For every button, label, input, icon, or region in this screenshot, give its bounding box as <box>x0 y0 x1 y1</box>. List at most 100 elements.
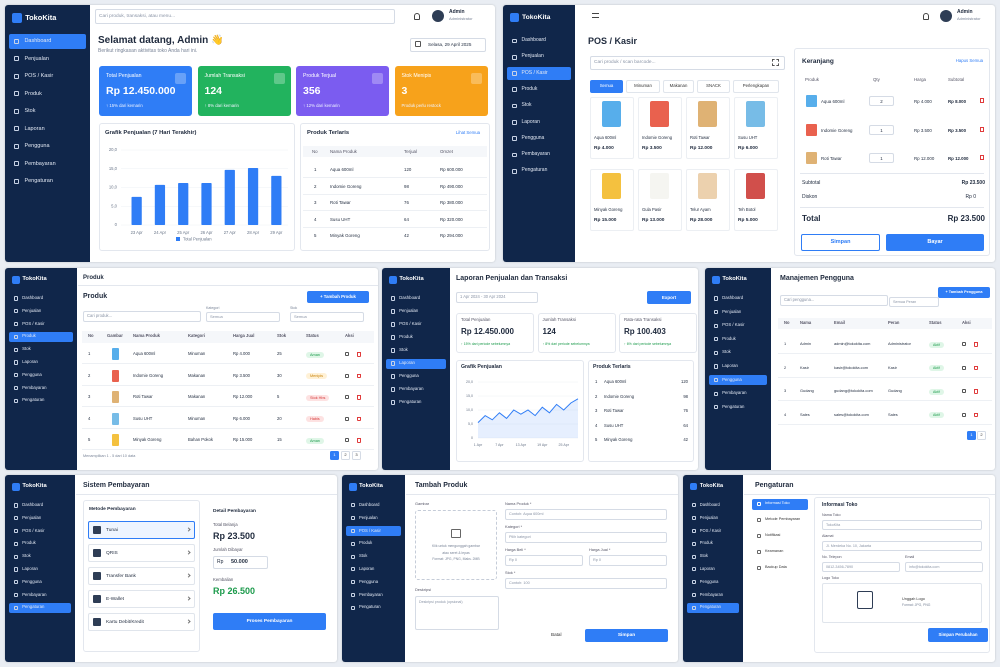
product-card[interactable] <box>590 97 634 159</box>
button-label[interactable]: Simpan Perubahan <box>938 631 978 637</box>
menu-item[interactable]: Pengguna <box>521 134 545 141</box>
menu-item[interactable]: Stok <box>22 553 31 559</box>
menu-item[interactable]: Pembayaran <box>521 151 550 158</box>
menu-item[interactable]: Pengguna <box>399 373 419 378</box>
method-label[interactable]: Tunai <box>106 527 118 533</box>
delete-icon[interactable] <box>974 412 978 417</box>
delete-icon[interactable] <box>357 438 361 443</box>
menu-item[interactable]: POS / Kasir <box>699 527 722 533</box>
settings-tab[interactable]: Backup Data <box>765 565 787 569</box>
menu-item[interactable]: Produk <box>722 335 736 341</box>
menu-item[interactable]: Pengguna <box>722 376 742 382</box>
page-button[interactable] <box>330 451 339 460</box>
input[interactable] <box>95 9 395 24</box>
menu-item[interactable]: Pengaturan <box>399 399 422 404</box>
clear-cart[interactable]: Hapus Semua <box>955 58 983 63</box>
qty-box[interactable] <box>869 124 894 135</box>
product-card[interactable] <box>590 169 634 231</box>
method-option[interactable] <box>88 590 195 608</box>
paid-input[interactable] <box>213 556 268 569</box>
menu-item[interactable]: Produk <box>22 540 36 546</box>
input[interactable] <box>780 295 888 306</box>
delete-icon[interactable] <box>974 342 978 347</box>
menu-item[interactable]: Produk <box>24 90 42 97</box>
menu-item[interactable]: Stok <box>722 349 731 355</box>
input[interactable] <box>589 555 667 566</box>
menu-item[interactable]: Pengguna <box>699 578 719 584</box>
page-button[interactable] <box>341 451 350 460</box>
menu-item[interactable]: Stok <box>699 553 708 559</box>
page-number[interactable]: 2 <box>980 432 983 437</box>
category-tab-label[interactable]: SNACK <box>706 82 721 88</box>
button[interactable] <box>938 287 990 298</box>
menu-item[interactable]: Laporan <box>722 363 738 368</box>
method-label[interactable]: QRIS <box>106 550 118 556</box>
input[interactable] <box>505 578 667 589</box>
menu-item[interactable]: Penjualan <box>358 514 378 520</box>
delete-icon[interactable] <box>357 352 361 357</box>
button[interactable] <box>928 628 988 642</box>
delete-icon[interactable] <box>980 126 984 132</box>
button-label[interactable]: + Tambah Produk <box>320 293 356 299</box>
category-tab[interactable] <box>697 80 730 93</box>
delete-icon[interactable] <box>980 98 984 103</box>
method-option[interactable] <box>88 567 195 585</box>
category-tab-label[interactable]: Semua <box>599 82 614 88</box>
menu-item[interactable]: Pengaturan <box>722 403 745 409</box>
input[interactable] <box>206 312 280 322</box>
menu-item[interactable]: POS / Kasir <box>722 322 745 328</box>
category-tab[interactable] <box>626 80 660 93</box>
menu-item[interactable]: Stok <box>358 553 368 559</box>
menu-item[interactable]: Pengguna <box>24 143 50 149</box>
menu-item[interactable]: Pengaturan <box>22 604 45 610</box>
button[interactable] <box>585 629 668 642</box>
category-tab-label[interactable]: Minuman <box>634 82 652 88</box>
logo-upload[interactable]: Unggah Logo <box>902 597 925 601</box>
page-number[interactable]: 1 <box>970 432 973 437</box>
category-tab[interactable] <box>590 80 623 93</box>
delete-icon[interactable] <box>974 389 978 394</box>
menu-item[interactable]: POS / Kasir <box>22 320 45 326</box>
menu-item[interactable]: Dashboard <box>399 295 421 300</box>
menu-item[interactable]: Produk <box>22 333 36 339</box>
menu-item[interactable]: Penjualan <box>22 514 42 520</box>
settings-tab[interactable]: Keamanan <box>765 549 784 553</box>
button[interactable] <box>647 291 691 304</box>
input[interactable] <box>505 509 667 520</box>
product-card[interactable] <box>734 169 778 231</box>
menu-item[interactable]: Dashboard <box>22 295 44 300</box>
menu-item[interactable]: Pengaturan <box>22 397 45 403</box>
input[interactable] <box>905 562 983 572</box>
menu-item[interactable]: Dashboard <box>722 295 744 300</box>
button[interactable] <box>307 291 369 303</box>
input[interactable] <box>290 312 364 322</box>
delete-icon[interactable] <box>357 373 361 378</box>
page-button[interactable] <box>352 451 361 460</box>
button[interactable] <box>801 234 880 251</box>
product-card[interactable] <box>686 169 730 231</box>
menu-item[interactable]: Laporan <box>22 566 38 571</box>
button-label[interactable]: Proses Pembayaran <box>246 618 293 624</box>
method-label[interactable]: E-Wallet <box>106 596 124 602</box>
button-label[interactable]: Export <box>661 294 677 300</box>
menu-item[interactable]: Pembayaran <box>358 591 383 597</box>
menu-item[interactable]: Stok <box>24 108 36 114</box>
input[interactable] <box>505 532 667 543</box>
menu-item[interactable]: Dashboard <box>22 502 44 507</box>
category-tab-label[interactable]: Perlengkapan <box>742 82 770 88</box>
category-tab[interactable] <box>733 80 779 93</box>
delete-icon[interactable] <box>980 155 984 160</box>
category-tab[interactable] <box>663 80 694 93</box>
button-label[interactable]: Bayar <box>927 239 943 246</box>
menu-item[interactable]: Stok <box>521 102 532 109</box>
menu-item[interactable]: Stok <box>22 346 31 352</box>
input[interactable] <box>590 56 785 70</box>
menu-item[interactable]: Laporan <box>521 118 540 125</box>
page-number[interactable]: 3 <box>355 452 358 457</box>
menu-item[interactable]: Penjualan <box>399 308 419 313</box>
page-button[interactable] <box>967 431 976 440</box>
menu-item[interactable]: Dashboard <box>699 502 720 507</box>
menu-item[interactable]: Pengaturan <box>699 604 721 610</box>
menu-item[interactable]: Penjualan <box>24 55 49 62</box>
menu-item[interactable]: Pengaturan <box>521 167 548 174</box>
